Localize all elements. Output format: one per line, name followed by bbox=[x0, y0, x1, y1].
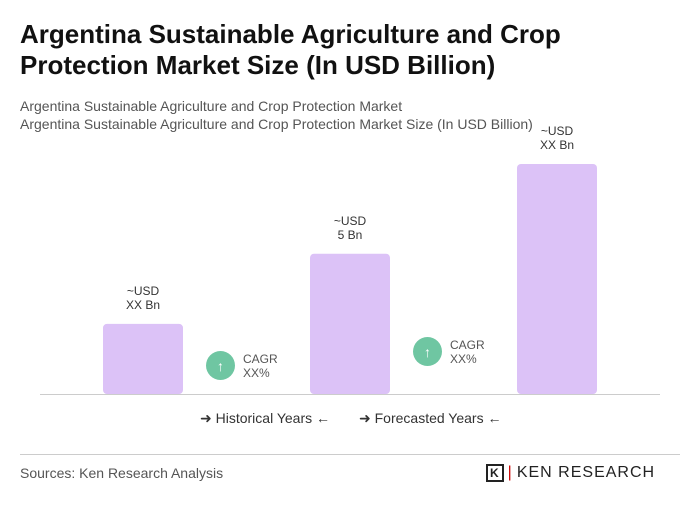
data-label: ~USD XX Bn bbox=[83, 284, 203, 312]
cagr-badge-1: ↑ CAGR XX% bbox=[206, 351, 278, 380]
ken-research-logo: K | KEN RESEARCH bbox=[486, 464, 655, 482]
arrow-right-icon: ➜ bbox=[359, 410, 375, 426]
bar-1 bbox=[103, 323, 183, 394]
subtitle: Argentina Sustainable Agriculture and Cr… bbox=[20, 98, 403, 114]
data-label-line: ~USD bbox=[126, 283, 160, 298]
data-label-line: XX Bn bbox=[539, 138, 575, 152]
data-label-line: XX Bn bbox=[125, 297, 161, 312]
arrow-left-icon: ← bbox=[483, 410, 502, 426]
data-label-line: ~USD bbox=[333, 213, 367, 228]
data-label: ~USD 5 Bn bbox=[290, 214, 410, 242]
arrow-up-icon: ↑ bbox=[206, 351, 235, 380]
bar-2 bbox=[310, 253, 390, 394]
logo-text: KEN RESEARCH bbox=[516, 464, 656, 481]
data-label-line: ~USD bbox=[540, 124, 574, 138]
cagr-label: CAGR bbox=[243, 351, 278, 366]
cagr-value: XX% bbox=[450, 351, 477, 366]
legend-forecasted: ➜ Forecasted Years ← bbox=[359, 410, 501, 427]
page-title: Argentina Sustainable Agriculture and Cr… bbox=[20, 19, 561, 80]
cagr-badge-2: ↑ CAGR XX% bbox=[413, 337, 485, 366]
sources: Sources: Ken Research Analysis bbox=[20, 465, 224, 481]
subtitle-2: Argentina Sustainable Agriculture and Cr… bbox=[20, 116, 533, 132]
divider bbox=[20, 454, 680, 455]
data-label-line: 5 Bn bbox=[337, 227, 363, 242]
arrow-up-icon: ↑ bbox=[413, 337, 442, 366]
arrow-left-icon: ← bbox=[312, 410, 331, 426]
legend-label: Forecasted Years bbox=[374, 410, 484, 426]
bar-3 bbox=[517, 164, 597, 394]
arrow-right-icon: ➜ bbox=[200, 410, 216, 426]
data-label: ~USD XX Bn bbox=[497, 124, 617, 152]
cagr-label: CAGR bbox=[450, 337, 485, 352]
legend-label: Historical Years bbox=[215, 410, 313, 426]
legend-historical: ➜ Historical Years ← bbox=[200, 410, 330, 427]
cagr-value: XX% bbox=[243, 365, 270, 380]
